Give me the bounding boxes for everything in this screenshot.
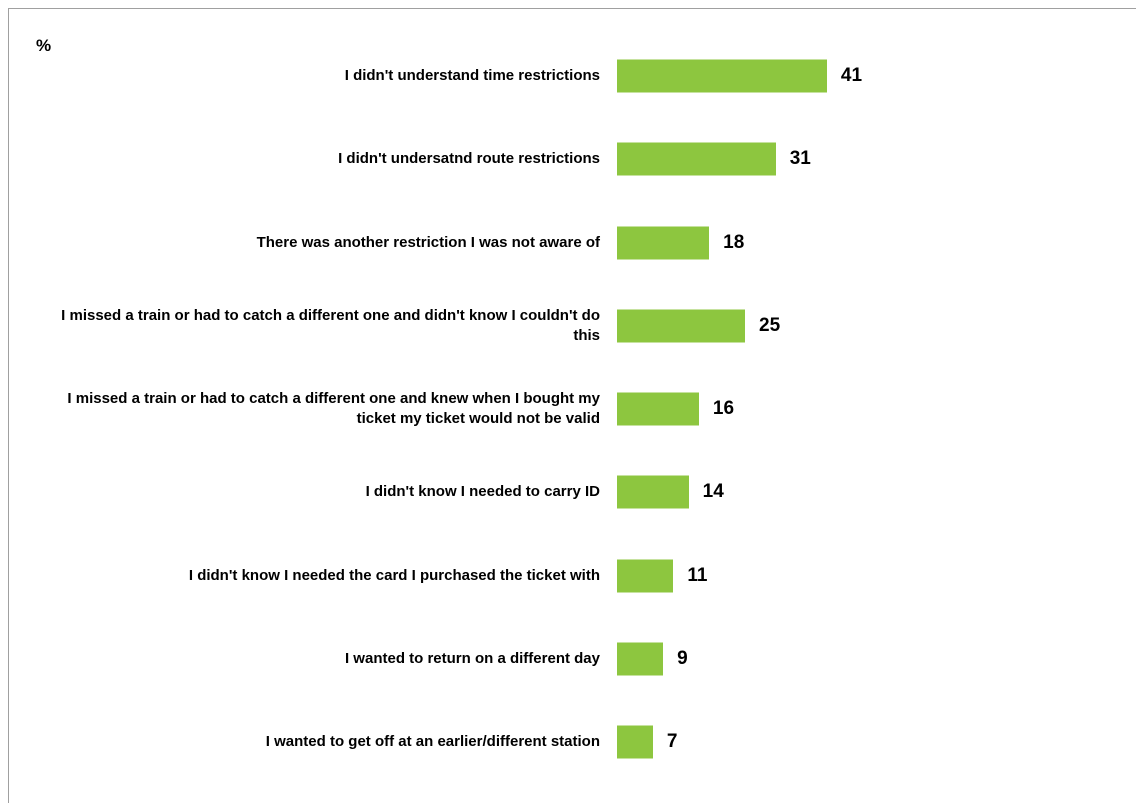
category-label: I missed a train or had to catch a diffe… — [67, 390, 600, 427]
bar — [617, 642, 664, 676]
value-label: 16 — [712, 398, 735, 419]
bar — [617, 142, 776, 176]
value-label: 7 — [666, 731, 678, 752]
category-label: There was another restriction I was not … — [256, 233, 600, 251]
bar — [617, 226, 710, 259]
bar — [617, 559, 674, 592]
category-label: I didn't know I needed the card I purcha… — [188, 566, 600, 584]
bar — [617, 725, 653, 759]
bar — [617, 309, 745, 343]
value-label: 25 — [759, 314, 781, 336]
value-label: 18 — [723, 231, 745, 253]
bar — [617, 59, 827, 93]
value-label: 11 — [687, 564, 708, 586]
value-label: 41 — [840, 65, 863, 86]
category-label: I missed a train or had to catch a diffe… — [61, 306, 600, 344]
category-label: I didn't understand time restrictions — [344, 67, 600, 84]
category-label: I wanted to get off at an earlier/differ… — [265, 733, 600, 750]
unit-label: % — [36, 36, 52, 55]
value-label: 14 — [702, 481, 724, 503]
category-label: I wanted to return on a different day — [344, 649, 600, 667]
bar — [617, 392, 699, 426]
bar — [617, 475, 689, 509]
category-label: I didn't undersatnd route restrictions — [338, 150, 600, 168]
category-label: I didn't know I needed to carry ID — [365, 483, 600, 501]
value-label: 31 — [789, 148, 811, 170]
chart-frame — [8, 8, 1136, 803]
value-label: 9 — [677, 647, 688, 669]
